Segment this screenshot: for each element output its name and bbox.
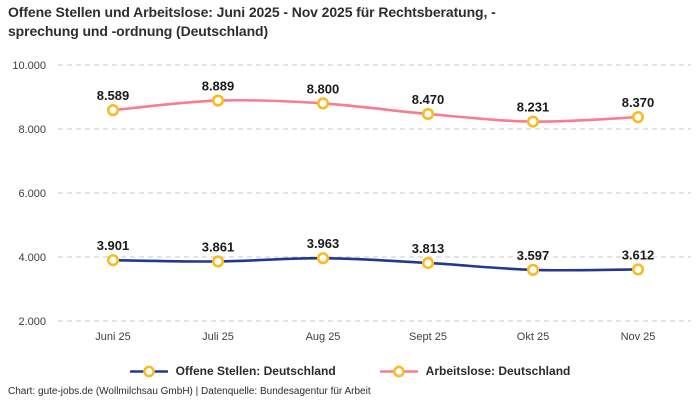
line-chart: 2.000 4.000 6.000 8.000 10.000 Juni 25 Juli 25… [12,60,691,343]
y-tick-label: 6.000 [18,188,46,200]
x-axis-label: Okt 25 [517,331,549,343]
y-tick-label: 2.000 [18,316,46,328]
data-label: 3.813 [412,241,445,256]
data-point-marker[interactable] [631,263,645,276]
x-axis-label: Juni 25 [95,331,130,343]
data-label: 3.901 [97,238,130,253]
legend-item-offene-stellen[interactable]: Offene Stellen: Deutschland [129,364,336,378]
y-tick-label: 8.000 [18,124,46,136]
y-tick-label: 10.000 [12,60,46,72]
x-axis-label: Nov 25 [621,331,656,343]
legend-marker [142,365,155,377]
x-axis-label: Juli 25 [202,331,234,343]
chart-title-line2: sprechung und -ordnung (Deutschland) [8,23,269,39]
data-label: 8.470 [412,92,445,107]
data-point-marker[interactable] [211,255,225,268]
data-point-marker[interactable] [316,97,330,110]
data-point-marker[interactable] [526,263,540,276]
data-label: 8.889 [202,79,235,94]
chart-title-line1: Offene Stellen und Arbeitslose: Juni 202… [8,4,496,20]
legend-marker [392,365,405,377]
legend-glyph-offene-stellen [129,365,168,377]
data-label: 8.800 [307,81,340,96]
data-point-marker[interactable] [526,115,540,128]
legend: Offene Stellen: Deutschland Arbeitslose:… [0,361,700,381]
y-tick-label: 4.000 [18,252,46,264]
legend-item-arbeitslose[interactable]: Arbeitslose: Deutschland [379,364,571,378]
data-label: 8.231 [517,100,550,115]
x-axis-label: Sept 25 [409,331,447,343]
legend-glyph-arbeitslose [379,365,418,377]
data-label: 8.370 [622,95,655,110]
legend-label-arbeitslose: Arbeitslose: Deutschland [425,364,571,378]
x-axis-label: Aug 25 [306,331,341,343]
data-label: 3.612 [622,247,655,262]
attribution-text: Chart: gute-jobs.de (Wollmilchsau GmbH) … [8,386,371,397]
data-label: 8.589 [97,88,130,103]
chart-title: Offene Stellen und Arbeitslose: Juni 202… [8,3,496,41]
legend-label-offene-stellen: Offene Stellen: Deutschland [175,364,336,378]
data-label: 3.597 [517,248,550,263]
data-point-marker[interactable] [316,252,330,265]
data-point-marker[interactable] [421,256,435,270]
data-point-marker[interactable] [631,111,645,124]
data-point-marker[interactable] [421,107,435,121]
data-point-marker[interactable] [211,94,225,107]
series-line-arbeitslose-deutschland [111,98,640,123]
series-line-offene-stellen-deutschland [111,256,640,272]
data-label: 3.963 [307,236,340,251]
data-point-marker[interactable] [106,104,120,117]
data-point-marker[interactable] [106,254,120,267]
data-label: 3.861 [202,239,235,254]
